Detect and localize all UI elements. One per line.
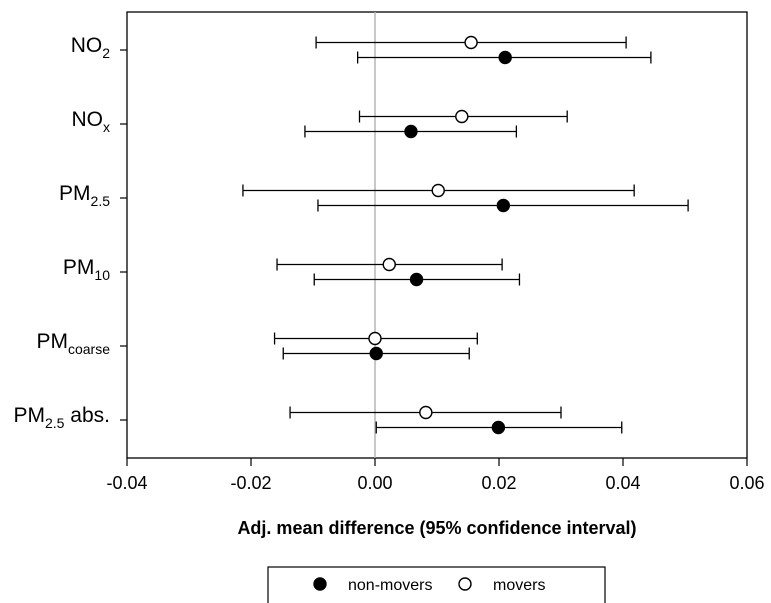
movers-point: [419, 405, 433, 420]
movers-point: [382, 257, 396, 272]
category-label: PM2.5: [59, 182, 110, 209]
movers-point: [464, 35, 478, 50]
category-label: PMcoarse: [36, 330, 110, 357]
movers-point: [431, 183, 445, 198]
category-label: NOx: [72, 108, 111, 135]
legend: non-movers movers: [267, 566, 606, 603]
non-movers-legend-label: non-movers: [348, 577, 432, 594]
category-label: NO2: [71, 34, 111, 61]
non-movers-point: [404, 124, 418, 139]
movers-point: [368, 331, 382, 346]
category-label: PM10: [63, 256, 110, 283]
plot-frame: [126, 11, 748, 459]
x-tick-label: -0.04: [106, 473, 147, 493]
non-movers-point: [498, 50, 512, 65]
non-movers-point: [491, 420, 506, 435]
x-tick-label: 0.06: [729, 473, 764, 493]
x-tick-label: -0.02: [230, 473, 271, 493]
non-movers-legend-marker: [313, 577, 327, 591]
x-tick-label: 0.02: [481, 473, 516, 493]
x-tick-label: 0.04: [605, 473, 640, 493]
non-movers-point: [409, 272, 424, 287]
movers-legend-marker: [458, 577, 472, 591]
non-movers-point: [496, 198, 511, 213]
movers-point: [455, 109, 469, 124]
non-movers-point: [369, 346, 383, 361]
x-tick-label: 0.00: [357, 473, 392, 493]
category-label: PM2.5 abs.: [14, 404, 111, 431]
movers-legend-label: movers: [493, 577, 545, 594]
x-axis-title: Adj. mean difference (95% confidence int…: [237, 518, 636, 538]
